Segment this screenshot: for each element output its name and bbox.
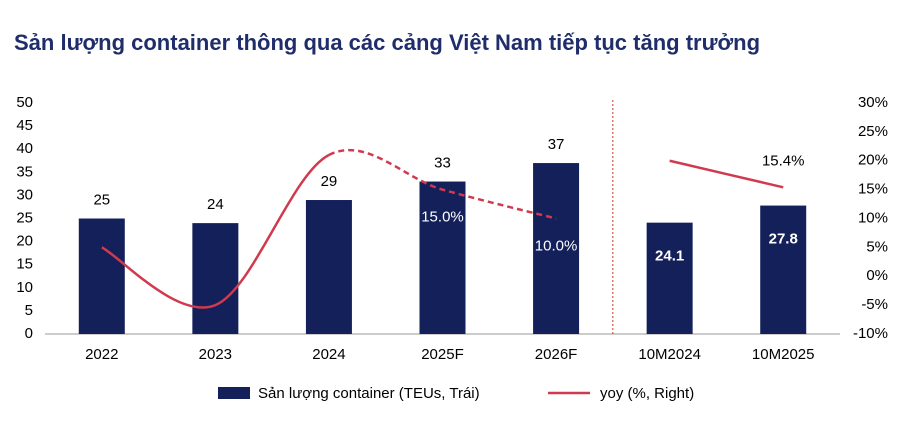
line-label: 10.0% xyxy=(535,237,578,254)
line xyxy=(328,148,557,220)
y-tick-label: 45 xyxy=(16,117,33,134)
y-tick-label: 40 xyxy=(16,140,33,157)
y-tick-label: 5 xyxy=(25,302,33,319)
line-label: 15.4% xyxy=(762,152,805,169)
bar xyxy=(78,218,125,334)
bar-label: 25 xyxy=(93,191,110,208)
x-tick-label: 2026F xyxy=(535,346,578,363)
x-tick-label: 2023 xyxy=(199,346,232,363)
y-tick-label: 25 xyxy=(16,209,33,226)
y-tick-label: 35 xyxy=(16,163,33,180)
bar xyxy=(760,205,807,334)
bar-label: 37 xyxy=(548,136,565,153)
line xyxy=(101,153,330,309)
bar-label: 27.8 xyxy=(769,231,798,248)
x-tick-label: 2024 xyxy=(312,346,345,363)
bar-label: 33 xyxy=(434,155,451,172)
y2-tick-label: 10% xyxy=(858,209,888,226)
y-tick-label: 15 xyxy=(16,256,33,273)
bar-label: 24.1 xyxy=(655,248,684,265)
y2-tick-label: 25% xyxy=(858,123,888,140)
y2-tick-label: 20% xyxy=(858,152,888,169)
bar xyxy=(419,181,466,334)
y2-tick-label: 5% xyxy=(866,238,888,255)
x-tick-label: 10M2024 xyxy=(638,346,701,363)
line-label: 15.0% xyxy=(421,209,464,226)
y2-tick-label: 30% xyxy=(858,94,888,111)
line xyxy=(669,159,784,189)
bar xyxy=(646,222,693,334)
y2-tick-label: -5% xyxy=(861,296,888,313)
x-tick-label: 2025F xyxy=(421,346,464,363)
bar xyxy=(305,200,352,334)
y-tick-label: 20 xyxy=(16,233,33,250)
y-tick-label: 30 xyxy=(16,186,33,203)
legend-label: yoy (%, Right) xyxy=(600,385,694,402)
bar-label: 24 xyxy=(207,196,224,213)
bar-label: 29 xyxy=(321,173,338,190)
x-tick-label: 2022 xyxy=(85,346,118,363)
bar xyxy=(192,223,239,334)
legend-swatch xyxy=(218,387,250,399)
y-tick-label: 10 xyxy=(16,279,33,296)
x-tick-label: 10M2025 xyxy=(752,346,815,363)
y-tick-label: 50 xyxy=(16,94,33,111)
y2-tick-label: -10% xyxy=(853,325,888,342)
bar xyxy=(533,163,580,334)
y2-tick-label: 15% xyxy=(858,181,888,198)
y-tick-label: 0 xyxy=(25,325,33,342)
legend-label: Sản lượng container (TEUs, Trái) xyxy=(258,385,480,402)
y2-tick-label: 0% xyxy=(866,267,888,284)
chart-title: Sản lượng container thông qua các cảng V… xyxy=(14,30,760,55)
